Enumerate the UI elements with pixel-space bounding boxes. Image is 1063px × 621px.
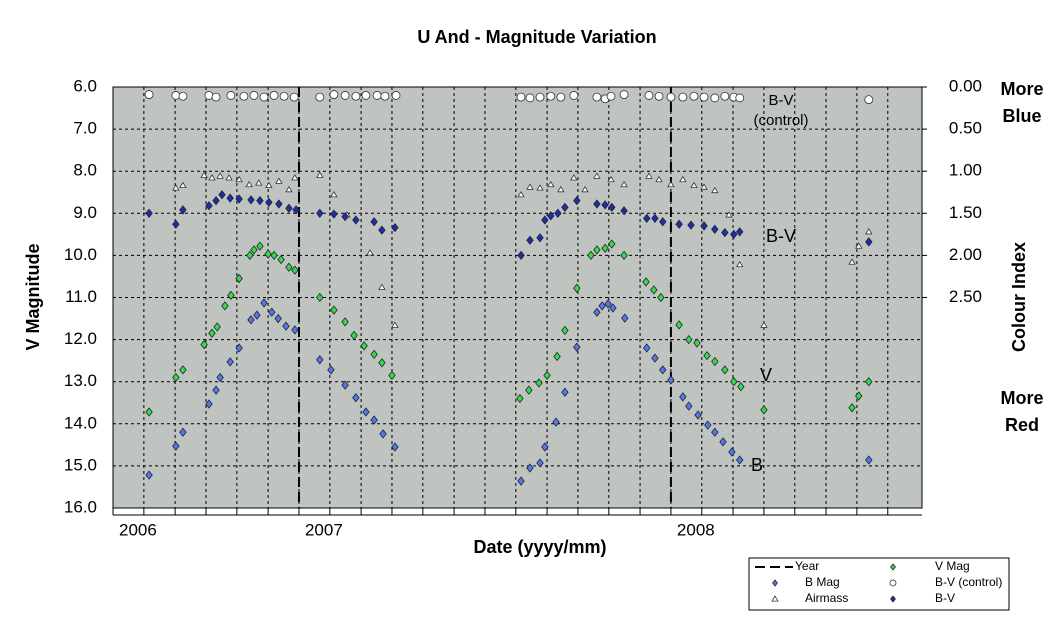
legend-label: Airmass bbox=[805, 591, 848, 605]
y2-tick-label: 2.50 bbox=[949, 287, 982, 306]
legend-label: B-V (control) bbox=[935, 575, 1002, 589]
y-tick-label: 9.0 bbox=[73, 203, 97, 222]
point bbox=[536, 93, 544, 101]
x-tick-label: 2006 bbox=[119, 520, 157, 539]
y2-tick-label: 0.00 bbox=[949, 76, 982, 95]
point bbox=[280, 92, 288, 100]
y-tick-label: 13.0 bbox=[64, 371, 97, 390]
annotation: B-V bbox=[766, 226, 796, 246]
annotation: B-V bbox=[768, 92, 793, 109]
point bbox=[655, 92, 663, 100]
point bbox=[557, 93, 565, 101]
point bbox=[679, 93, 687, 101]
note-red: Red bbox=[1005, 415, 1039, 435]
point bbox=[667, 93, 675, 101]
point bbox=[700, 93, 708, 101]
point bbox=[517, 93, 525, 101]
point bbox=[373, 91, 381, 99]
y-tick-label: 12.0 bbox=[64, 329, 97, 348]
x-tick-label: 2007 bbox=[305, 520, 343, 539]
note-blue: More bbox=[1000, 79, 1043, 99]
point bbox=[179, 92, 187, 100]
y-tick-label: 14.0 bbox=[64, 413, 97, 432]
point bbox=[270, 91, 278, 99]
legend-label: B Mag bbox=[805, 575, 840, 589]
legend-label: Year bbox=[795, 559, 819, 573]
y2-tick-label: 1.50 bbox=[949, 203, 982, 222]
legend-label: V Mag bbox=[935, 559, 970, 573]
point bbox=[240, 92, 248, 100]
x-tick-label: 2008 bbox=[677, 520, 715, 539]
point bbox=[227, 91, 235, 99]
y2-tick-label: 0.50 bbox=[949, 119, 982, 138]
point bbox=[362, 91, 370, 99]
point bbox=[865, 96, 873, 104]
y2-axis-label: Colour Index bbox=[1009, 242, 1029, 352]
point bbox=[212, 93, 220, 101]
point bbox=[570, 91, 578, 99]
point bbox=[341, 91, 349, 99]
y-tick-label: 6.0 bbox=[73, 76, 97, 95]
y2-tick-label: 2.00 bbox=[949, 245, 982, 264]
point bbox=[890, 580, 896, 586]
y-axis-label: V Magnitude bbox=[23, 244, 43, 351]
point bbox=[690, 92, 698, 100]
point bbox=[721, 92, 729, 100]
chart-title: U And - Magnitude Variation bbox=[417, 27, 656, 47]
y-tick-label: 15.0 bbox=[64, 455, 97, 474]
point bbox=[205, 91, 213, 99]
point bbox=[607, 92, 615, 100]
y2-tick-label: 1.00 bbox=[949, 161, 982, 180]
point bbox=[547, 92, 555, 100]
note-red: More bbox=[1000, 388, 1043, 408]
point bbox=[250, 91, 258, 99]
point bbox=[145, 91, 153, 99]
note-blue: Blue bbox=[1002, 106, 1041, 126]
x-axis-label: Date (yyyy/mm) bbox=[473, 537, 606, 557]
point bbox=[381, 92, 389, 100]
y-tick-label: 7.0 bbox=[73, 119, 97, 138]
point bbox=[736, 94, 744, 102]
chart: U And - Magnitude Variation Date (yyyy/m… bbox=[0, 0, 1063, 621]
point bbox=[526, 94, 534, 102]
point bbox=[352, 92, 360, 100]
legend-label: B-V bbox=[935, 591, 955, 605]
point bbox=[711, 94, 719, 102]
annotation: V bbox=[760, 365, 772, 385]
point bbox=[260, 93, 268, 101]
y-tick-label: 11.0 bbox=[65, 287, 97, 306]
point bbox=[593, 93, 601, 101]
annotation: (control) bbox=[753, 112, 808, 129]
point bbox=[330, 91, 338, 99]
point bbox=[316, 93, 324, 101]
y-tick-label: 10.0 bbox=[64, 245, 97, 264]
point bbox=[392, 91, 400, 99]
point bbox=[645, 91, 653, 99]
y-tick-label: 8.0 bbox=[73, 161, 97, 180]
y-tick-label: 16.0 bbox=[64, 497, 97, 516]
point bbox=[290, 93, 298, 101]
annotation: B bbox=[751, 455, 763, 475]
point bbox=[620, 91, 628, 99]
